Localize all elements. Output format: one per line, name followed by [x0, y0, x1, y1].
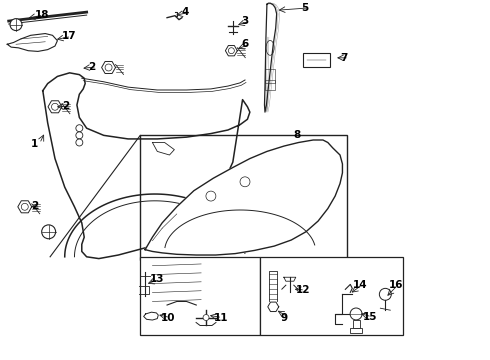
- Text: 2: 2: [62, 101, 69, 111]
- Circle shape: [379, 288, 392, 300]
- Polygon shape: [48, 101, 62, 113]
- Polygon shape: [225, 45, 237, 56]
- Polygon shape: [152, 143, 174, 155]
- Polygon shape: [144, 312, 158, 320]
- Text: 4: 4: [182, 7, 189, 17]
- Text: 11: 11: [213, 312, 228, 323]
- Circle shape: [76, 132, 83, 139]
- Bar: [260, 257, 403, 336]
- Bar: [266, 80, 275, 90]
- Text: 3: 3: [241, 16, 248, 26]
- Text: 14: 14: [353, 280, 368, 290]
- Circle shape: [42, 225, 55, 239]
- Bar: [350, 328, 362, 333]
- Polygon shape: [145, 140, 343, 255]
- Text: 7: 7: [340, 53, 347, 63]
- Text: 9: 9: [280, 312, 287, 323]
- Circle shape: [76, 139, 83, 146]
- Text: 16: 16: [389, 280, 404, 290]
- Text: 18: 18: [34, 10, 49, 20]
- Text: 5: 5: [301, 3, 308, 13]
- Text: 17: 17: [62, 31, 77, 41]
- Bar: [140, 257, 260, 336]
- Circle shape: [206, 191, 216, 201]
- Circle shape: [76, 125, 83, 132]
- Text: 10: 10: [161, 312, 176, 323]
- Polygon shape: [174, 12, 178, 16]
- Polygon shape: [43, 73, 250, 258]
- Bar: [140, 135, 347, 260]
- Bar: [303, 53, 330, 67]
- Text: 1: 1: [30, 139, 38, 149]
- Circle shape: [10, 19, 22, 31]
- Text: 8: 8: [294, 130, 301, 140]
- Bar: [266, 69, 275, 83]
- Polygon shape: [265, 3, 277, 112]
- Circle shape: [240, 177, 250, 187]
- Bar: [353, 320, 360, 328]
- Polygon shape: [7, 33, 57, 51]
- Polygon shape: [18, 201, 32, 213]
- Text: 13: 13: [150, 274, 165, 284]
- Text: 2: 2: [88, 62, 96, 72]
- Circle shape: [350, 308, 362, 320]
- Text: 6: 6: [241, 39, 248, 49]
- Circle shape: [203, 315, 209, 320]
- Text: 2: 2: [31, 201, 39, 211]
- Text: 12: 12: [296, 285, 311, 295]
- Text: 15: 15: [363, 312, 377, 322]
- Polygon shape: [268, 302, 279, 311]
- Polygon shape: [101, 62, 116, 73]
